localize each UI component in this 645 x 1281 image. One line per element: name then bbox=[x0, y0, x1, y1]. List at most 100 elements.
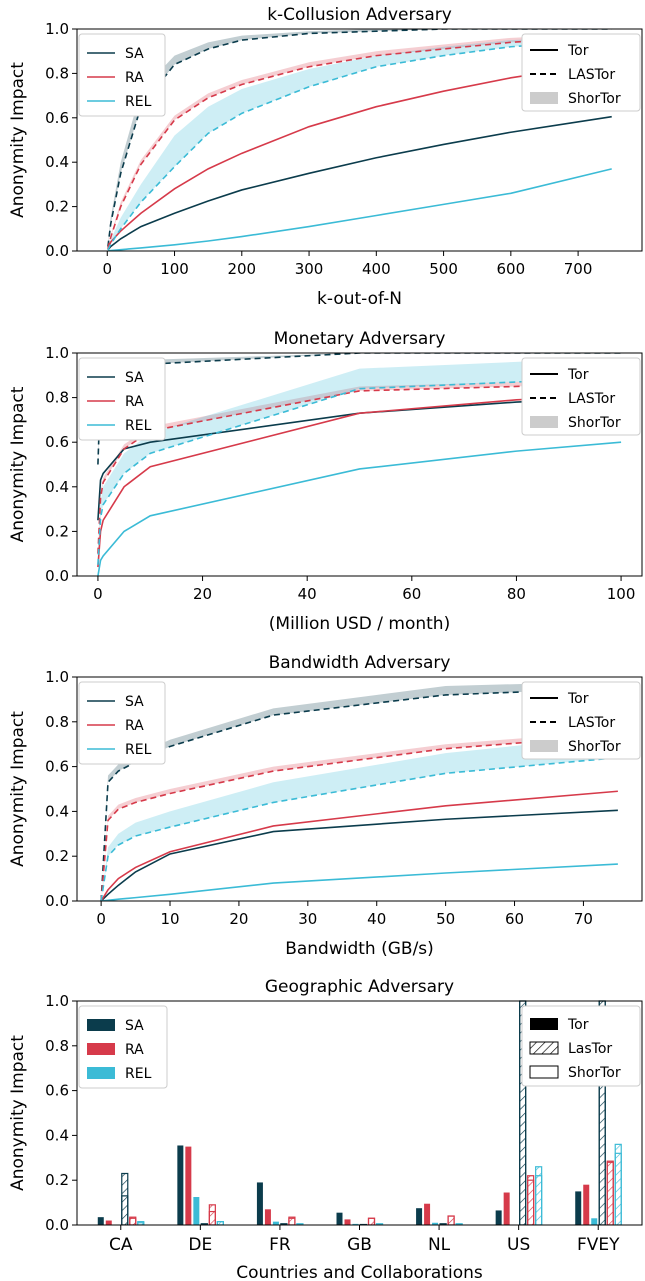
plot-frame bbox=[76, 28, 643, 252]
legend-label-rel: REL bbox=[125, 1066, 152, 1082]
bar-ra-tor bbox=[583, 1184, 590, 1225]
bar-sa-lastor bbox=[121, 1172, 129, 1225]
x-tick-label: 200 bbox=[227, 260, 256, 278]
bar-sa-shortor bbox=[439, 1223, 447, 1225]
legend-swatch-shortor bbox=[530, 740, 558, 752]
line-rel-tor bbox=[101, 863, 618, 901]
line-sa-tor bbox=[107, 115, 612, 251]
y-tick-label: 0.2 bbox=[45, 198, 69, 216]
y-tick-label: 0.0 bbox=[45, 242, 69, 260]
style-legend-box bbox=[521, 681, 641, 760]
y-tick-label: 0.4 bbox=[45, 802, 69, 820]
x-tick-label: 60 bbox=[402, 585, 421, 603]
legend-label-tor: Tor bbox=[567, 43, 589, 59]
bar-ra-shortor bbox=[208, 1210, 216, 1225]
chart-title: Bandwidth Adversary bbox=[269, 653, 451, 673]
y-axis-label: Anonymity Impact bbox=[8, 711, 28, 867]
bar-sa-tor bbox=[256, 1182, 263, 1225]
legend-label-ra: RA bbox=[125, 394, 144, 410]
y-tick-label: 0.8 bbox=[45, 64, 69, 82]
series-legend-box bbox=[78, 33, 166, 117]
x-tick-label: 60 bbox=[505, 910, 524, 928]
y-axis-label: Anonymity Impact bbox=[8, 62, 28, 218]
x-tick-label: 700 bbox=[564, 260, 593, 278]
band-rel-shortor bbox=[97, 357, 622, 565]
x-tick-label: 100 bbox=[160, 260, 189, 278]
legend-label-lastor: LasTor bbox=[568, 1041, 612, 1057]
y-tick-label: 1.0 bbox=[45, 344, 69, 362]
y-axis-label: Anonymity Impact bbox=[8, 1035, 28, 1191]
legend-label-ra: RA bbox=[125, 1042, 144, 1058]
x-tick-label: 10 bbox=[160, 910, 179, 928]
x-tick-label: 20 bbox=[193, 585, 212, 603]
plot-area bbox=[107, 29, 612, 251]
chart-title: Monetary Adversary bbox=[274, 329, 446, 349]
x-tick-label: 50 bbox=[436, 910, 455, 928]
x-tick-label: DE bbox=[188, 1235, 212, 1255]
bar-rel-shortor bbox=[296, 1223, 304, 1225]
x-axis-label: (Million USD / month) bbox=[269, 614, 450, 634]
legend-label-tor: Tor bbox=[567, 691, 589, 707]
y-tick-label: 0.4 bbox=[45, 478, 69, 496]
line-chart-1: 0 20 40 60 80 100 Monetary Adversary 0.0 0.2 0.4 0… bbox=[8, 329, 643, 634]
legend-label-sa: SA bbox=[125, 1018, 144, 1034]
legend-swatch-shortor bbox=[529, 1065, 559, 1079]
y-tick-label: 0.8 bbox=[45, 389, 69, 407]
x-tick-label: 40 bbox=[367, 910, 386, 928]
y-tick-label: 0.8 bbox=[45, 1037, 69, 1055]
y-tick-label: 0.2 bbox=[45, 1171, 69, 1189]
x-tick-label: 300 bbox=[295, 260, 324, 278]
bar-ra-lastor bbox=[208, 1204, 216, 1225]
x-tick-label: GB bbox=[347, 1235, 372, 1255]
style-legend-box bbox=[521, 33, 641, 112]
bar-ra-shortor bbox=[447, 1215, 455, 1225]
y-tick-label: 1.0 bbox=[45, 20, 69, 38]
line-sa-lastor bbox=[107, 29, 612, 247]
x-axis-label: Countries and Collaborations bbox=[236, 1263, 483, 1281]
bar-rel-tor bbox=[432, 1222, 439, 1225]
line-sa-tor bbox=[97, 396, 622, 521]
bar-rel-shortor bbox=[216, 1221, 224, 1225]
series-legend-box bbox=[78, 681, 166, 765]
bar-sa-tor bbox=[495, 1210, 502, 1225]
bar-rel-tor bbox=[352, 1223, 359, 1225]
bar-ra-lastor bbox=[606, 1160, 614, 1225]
bar-sa-shortor bbox=[200, 1223, 208, 1225]
bar-rel-tor bbox=[193, 1197, 200, 1225]
line-rel-tor bbox=[97, 441, 622, 576]
line-ra-lastor bbox=[107, 34, 612, 249]
bar-rel-shortor bbox=[455, 1223, 463, 1225]
bar-ra-tor bbox=[105, 1220, 112, 1225]
x-tick-label: 40 bbox=[298, 585, 317, 603]
bar-rel-shortor bbox=[137, 1222, 145, 1225]
plot-frame bbox=[76, 1000, 643, 1226]
y-tick-label: 0.0 bbox=[45, 892, 69, 910]
y-tick-label: 1.0 bbox=[45, 668, 69, 686]
bar-rel-tor bbox=[272, 1221, 279, 1225]
legend-swatch-ra bbox=[87, 1043, 115, 1055]
y-tick-label: 1.0 bbox=[45, 992, 69, 1010]
bar-sa-shortor bbox=[280, 1223, 288, 1225]
x-axis-label: Bandwidth (GB/s) bbox=[285, 939, 434, 959]
y-tick-label: 0.8 bbox=[45, 713, 69, 731]
legend-label-shortor: ShorTor bbox=[568, 91, 621, 107]
x-tick-label: 80 bbox=[507, 585, 526, 603]
x-tick-label: 500 bbox=[429, 260, 458, 278]
legend-label-ra: RA bbox=[125, 718, 144, 734]
bar-chart-3: CA DE FR GB NL US FVEY Geographic Adversary 0.0 0… bbox=[8, 977, 643, 1281]
bar-ra-tor bbox=[344, 1219, 351, 1225]
legend-label-rel: REL bbox=[125, 94, 152, 110]
plot-frame bbox=[76, 352, 643, 577]
legend-label-rel: REL bbox=[125, 742, 152, 758]
line-ra-tor bbox=[97, 394, 622, 568]
legend-swatch-lastor bbox=[529, 1041, 559, 1055]
legend-label-lastor: LASTor bbox=[568, 391, 615, 407]
line-rel-tor bbox=[107, 168, 612, 251]
legend-label-ra: RA bbox=[125, 70, 144, 86]
bar-ra-lastor bbox=[527, 1175, 535, 1225]
x-tick-label: 0 bbox=[96, 910, 106, 928]
y-tick-label: 0.6 bbox=[45, 758, 69, 776]
chart-title: k-Collusion Adversary bbox=[267, 5, 452, 25]
bar-sa-shortor bbox=[121, 1195, 129, 1225]
